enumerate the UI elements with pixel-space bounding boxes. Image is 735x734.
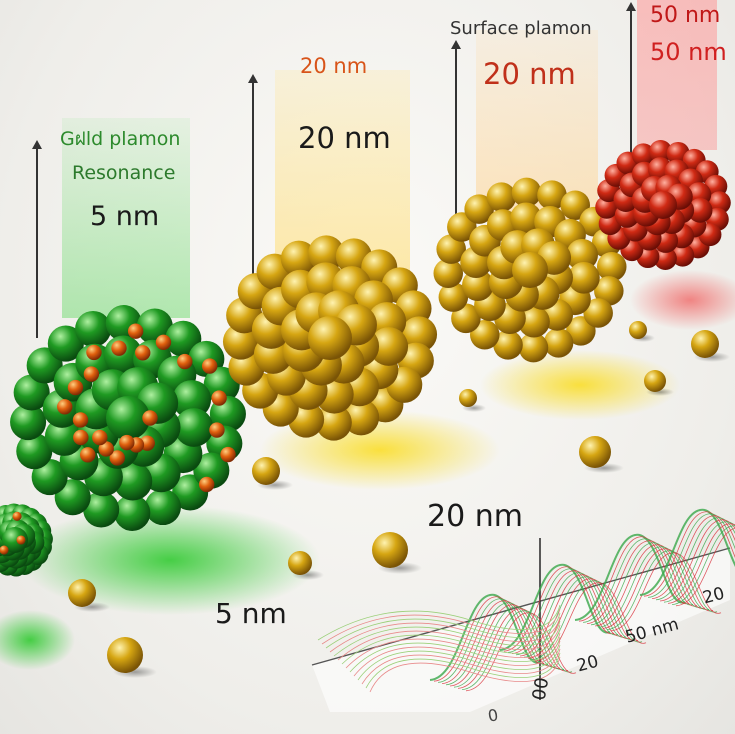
axis-tick-zero-mid: 00 — [528, 675, 554, 703]
red-glow — [630, 270, 735, 330]
yellow-small-size-label: 20 nm — [300, 54, 368, 78]
red-size-label-1: 50 nm — [650, 3, 721, 28]
green-title-line1: Gฝld plamon — [60, 128, 181, 150]
green-glow — [20, 505, 320, 615]
orange-title-label: Surface plamon — [450, 18, 592, 39]
red-nanoparticle-cluster — [595, 140, 731, 270]
green-size-label: 5 nm — [90, 201, 160, 232]
red-size-label-2: 50 nm — [650, 38, 727, 66]
red-arrow — [626, 2, 636, 160]
floor-size-label: 5 nm — [215, 597, 287, 630]
yellow-arrow — [248, 74, 258, 282]
green-title-line2: Resonance — [72, 162, 176, 184]
gold-nanoparticle-cluster — [222, 235, 438, 441]
red-light-beam — [637, 0, 717, 150]
spectrum-plot — [311, 508, 735, 712]
loose-gold-spheres — [68, 321, 730, 678]
green-arrow — [32, 140, 42, 338]
graph-peak-label: 20 nm — [427, 499, 523, 534]
green-nanoparticle-cluster — [10, 305, 246, 531]
partial-green-cluster — [0, 503, 53, 577]
orange-arrow — [451, 40, 461, 248]
orange-size-label: 20 nm — [483, 57, 576, 91]
orange-glow — [480, 350, 680, 420]
yellow-size-label: 20 nm — [298, 121, 391, 155]
green-light-beam — [62, 118, 190, 318]
